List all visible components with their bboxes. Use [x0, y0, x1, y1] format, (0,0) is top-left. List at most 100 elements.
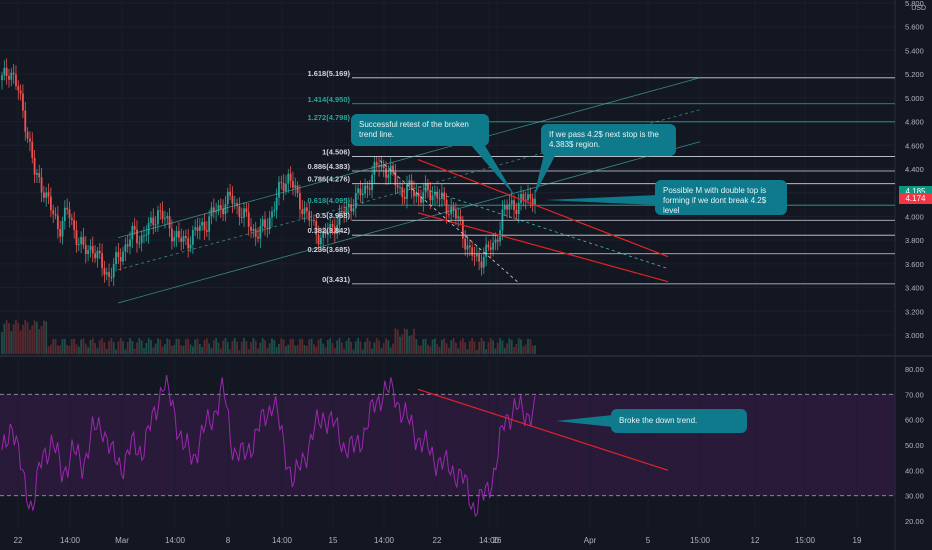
candle-body	[119, 257, 122, 262]
volume-bar	[154, 343, 157, 354]
volume-bar	[354, 341, 357, 354]
volume-bar	[36, 321, 38, 354]
time-tick-label: 19	[853, 536, 862, 545]
volume-bar	[10, 331, 13, 354]
fib-label: 0.618(4.095)	[307, 196, 350, 205]
volume-bar	[238, 349, 241, 354]
candle-body	[66, 207, 69, 210]
volume-bar	[480, 338, 483, 354]
candle-body	[110, 276, 113, 278]
candle-body	[399, 187, 401, 189]
volume-bar	[289, 338, 292, 354]
time-tick-label: 5	[646, 536, 651, 545]
candle-body	[466, 245, 469, 250]
volume-bar	[443, 338, 446, 354]
down-channel-mid	[417, 186, 669, 269]
volume-bar	[292, 339, 294, 354]
volume-bar	[373, 342, 376, 354]
volume-bar	[475, 349, 478, 354]
fib-label: 0.886(4.383)	[307, 162, 350, 171]
candle-body	[145, 234, 148, 236]
callout-pointer	[470, 144, 515, 196]
candle-body	[157, 210, 159, 225]
volume-bar	[513, 347, 515, 354]
candle-body	[191, 229, 194, 245]
volume-bar	[47, 346, 50, 354]
volume-bar	[431, 339, 434, 354]
candle-body	[406, 184, 408, 199]
candle-body	[194, 227, 197, 230]
volume-bar	[3, 323, 6, 354]
volume-bar	[322, 343, 325, 354]
volume-bar	[245, 341, 248, 354]
candle-body	[231, 195, 234, 204]
volume-bar	[56, 345, 59, 354]
volume-bar	[459, 340, 462, 354]
volume-bar	[164, 344, 166, 354]
volume-bar	[436, 344, 439, 354]
candle-body	[38, 173, 41, 178]
volume-bar	[166, 338, 169, 354]
volume-bar	[261, 338, 264, 354]
volume-bar	[84, 343, 87, 354]
volume-bar	[303, 344, 306, 354]
candle-body	[177, 231, 180, 238]
volume-bar	[108, 340, 110, 354]
volume-bar	[310, 338, 313, 354]
volume-bar	[361, 349, 364, 354]
candles	[1, 58, 536, 287]
time-tick-label: 8	[226, 536, 231, 545]
candle-body	[15, 74, 17, 87]
channel-lower	[117, 141, 701, 304]
candle-body	[452, 206, 455, 211]
volume-bar	[115, 349, 117, 354]
candle-body	[189, 244, 192, 249]
candle-body	[364, 185, 366, 194]
volume-bar	[150, 339, 152, 354]
volume-bar	[54, 339, 57, 354]
candle-body	[17, 86, 20, 91]
candle-body	[19, 90, 22, 94]
candle-body	[80, 236, 83, 244]
volume-bar	[368, 340, 371, 354]
volume-bar	[468, 341, 471, 354]
candle-body	[10, 72, 13, 80]
volume-bar	[212, 340, 215, 354]
candle-body	[312, 219, 315, 222]
volume-bar	[329, 338, 332, 354]
candle-body	[103, 268, 106, 275]
volume-bar	[208, 343, 211, 354]
candle-body	[392, 165, 394, 172]
volume-bar	[308, 339, 311, 354]
volume-bar	[524, 344, 527, 354]
time-tick-label: 14:00	[374, 536, 395, 545]
volume-bar	[201, 347, 204, 354]
candle-body	[226, 191, 229, 205]
volume-bar	[196, 338, 199, 354]
candle-body	[36, 173, 38, 175]
volume-bar	[19, 330, 22, 354]
volume-bar	[380, 348, 383, 354]
fib-label: 0.236(3.685)	[307, 245, 350, 254]
volume-bar	[157, 338, 159, 354]
volume-bar	[231, 341, 234, 354]
candle-body	[219, 205, 222, 209]
candle-body	[82, 236, 85, 245]
candle-body	[354, 192, 357, 209]
candle-body	[229, 191, 231, 196]
fib-label: 0(3.431)	[322, 275, 350, 284]
candle-body	[434, 191, 436, 196]
time-tick-label: 15	[329, 536, 338, 545]
volume-bar	[187, 338, 190, 354]
candle-body	[361, 193, 364, 196]
volume-bar	[415, 338, 418, 354]
candle-body	[73, 220, 76, 231]
channel-upper	[117, 77, 701, 239]
candle-body	[285, 183, 287, 191]
candle-body	[26, 131, 29, 139]
volume-bar	[282, 339, 285, 354]
volume-bar	[171, 346, 173, 354]
candle-body	[522, 193, 525, 200]
candle-body	[492, 242, 495, 250]
candle-body	[350, 204, 353, 212]
